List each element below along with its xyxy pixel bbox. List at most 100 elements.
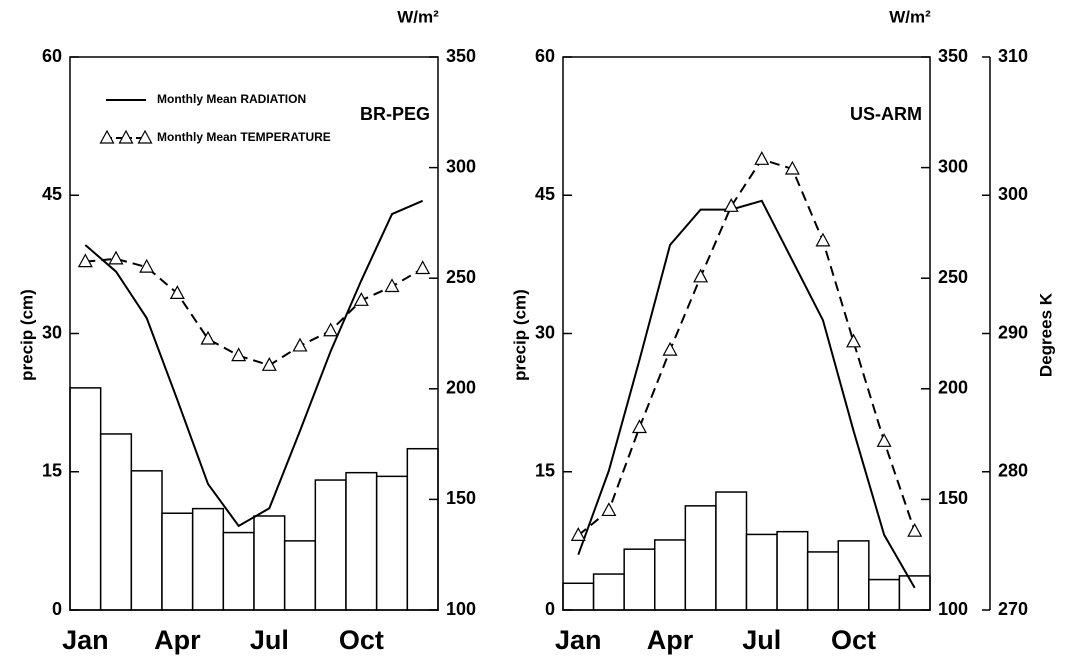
x-tick-label: Jan [555,625,602,655]
bar [806,551,840,611]
y2-axis-label: W/m² [889,7,931,26]
triangle-marker [570,527,586,541]
y2-tick-label: 250 [938,267,968,287]
triangle-marker [693,268,709,283]
y2-tick-label: 300 [938,156,968,176]
bar [375,475,409,611]
y3-tick-label: 290 [998,322,1028,342]
triangle-marker [139,258,155,273]
bar [898,575,931,611]
triangle-marker [323,322,339,337]
triangle-marker [415,260,431,275]
bar [406,447,439,611]
triangle-marker [108,250,124,265]
legend-label: Monthly Mean RADIATION [157,92,306,106]
bar [562,582,595,611]
triangle-marker [876,433,892,447]
y-tick-label: 15 [535,461,555,481]
panel-title: BR-PEG [360,104,430,124]
triangle-marker [815,232,831,247]
triangle-marker [846,333,862,348]
y3-tick-label: 270 [998,599,1028,619]
x-tick-label: Jul [742,625,781,655]
bar [345,471,378,611]
y2-axis-label: W/m² [397,7,439,26]
x-tick-label: Apr [647,625,694,655]
triangle-marker [200,330,216,345]
triangle-marker [907,522,923,537]
y-tick-label: 60 [535,46,555,66]
y2-tick-label: 200 [446,378,476,398]
y-tick-label: 45 [42,184,62,204]
bar [745,533,778,611]
triangle-marker [384,278,400,293]
triangle-marker [754,151,770,165]
y2-tick-label: 100 [446,599,476,619]
bar [222,531,255,611]
line-series [84,199,424,528]
triangle-marker [723,198,739,212]
y2-tick-label: 250 [446,267,476,287]
triangle-marker [231,347,247,362]
y2-tick-label: 350 [938,46,968,66]
legend-marker [99,129,115,144]
line-series [577,158,916,537]
triangle-marker [601,502,617,517]
y3-axis-label: Degrees K [1036,292,1055,377]
bar [99,433,133,611]
bar [654,539,687,611]
y3-tick-label: 300 [998,184,1028,204]
panel-title: US-ARM [850,104,922,124]
triangle-marker [261,357,277,371]
y-tick-label: 60 [42,46,62,66]
y3-tick-label: 280 [998,461,1028,481]
triangle-marker [77,253,93,268]
line-series [577,199,916,589]
y-tick-label: 30 [535,322,555,342]
triangle-marker [631,419,647,434]
triangle-marker [662,341,678,356]
bar [623,548,656,611]
x-tick-label: Jul [250,625,289,655]
bar [314,479,347,611]
bar [684,505,717,611]
triangle-marker [353,292,369,306]
bar [592,573,625,611]
y2-tick-label: 150 [938,488,968,508]
triangle-marker [292,337,308,352]
y2-tick-label: 200 [938,378,968,398]
y-tick-label: 45 [535,184,555,204]
y-tick-label: 0 [545,599,555,619]
legend-label: Monthly Mean TEMPERATURE [157,130,331,144]
bar [868,578,901,611]
y2-tick-label: 350 [446,46,476,66]
x-tick-label: Apr [154,625,201,655]
bar [776,530,809,611]
bar [283,540,317,611]
triangle-marker [784,160,800,175]
y-axis-label: precip (cm) [17,289,36,381]
bar [161,512,194,611]
legend-marker [137,129,153,144]
y2-tick-label: 100 [938,599,968,619]
line-series [85,257,424,367]
y-tick-label: 15 [42,461,62,481]
y-tick-label: 30 [42,322,62,342]
x-tick-label: Oct [831,625,876,655]
bar [715,491,748,611]
bar [837,540,870,611]
bar [69,387,102,611]
x-tick-label: Jan [62,625,109,655]
x-tick-label: Oct [339,625,384,655]
y2-tick-label: 300 [446,156,476,176]
y-axis-label: precip (cm) [510,289,529,381]
bar [191,507,225,611]
y-tick-label: 0 [52,599,62,619]
y3-tick-label: 310 [998,46,1028,66]
bar [253,515,286,611]
y2-tick-label: 150 [446,488,476,508]
bar [130,470,163,611]
legend-marker [118,129,134,144]
triangle-marker [169,285,185,300]
